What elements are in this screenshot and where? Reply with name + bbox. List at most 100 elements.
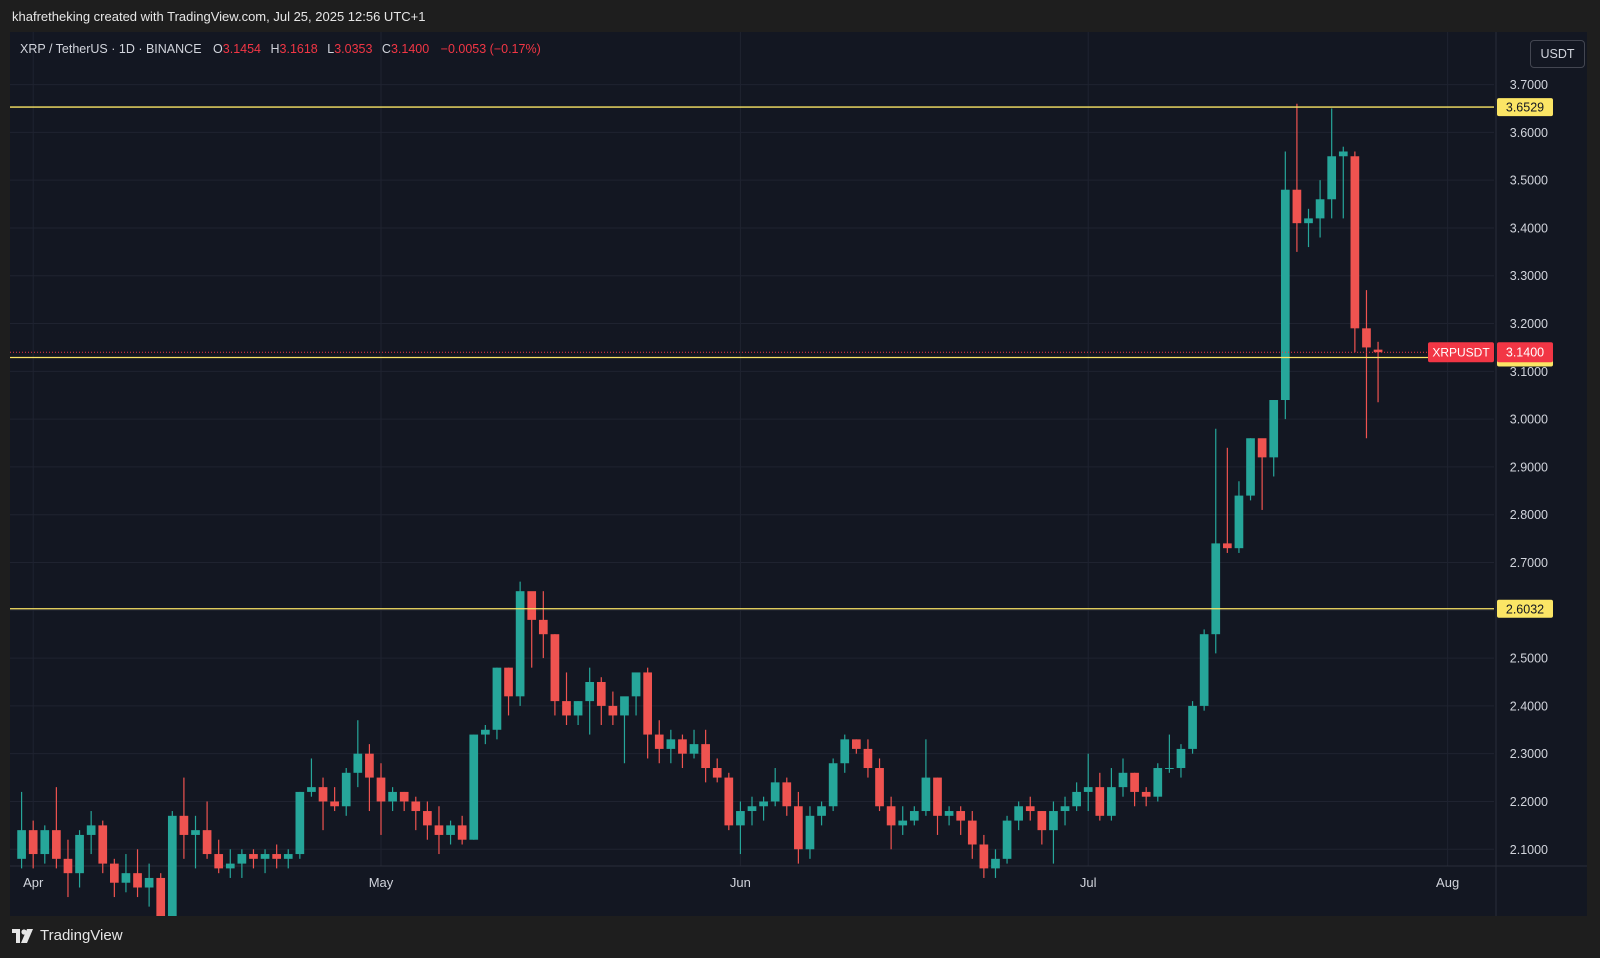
y-tick-label: 3.3000: [1510, 269, 1548, 283]
candle-body: [1234, 495, 1244, 549]
candle-body: [1292, 189, 1302, 224]
candle-body: [388, 791, 397, 802]
candle-body: [283, 854, 293, 859]
candle-body: [260, 854, 270, 859]
high-label: H: [270, 42, 280, 56]
candle-body: [1176, 748, 1186, 769]
candle-body: [678, 739, 687, 754]
change-value: −0.0053 (−0.17%): [440, 42, 541, 56]
candle-body: [898, 820, 908, 826]
candle-body: [1222, 543, 1232, 549]
candle-body: [828, 763, 838, 807]
candle-body: [17, 830, 26, 859]
candle-body: [1014, 806, 1024, 821]
candle-body: [886, 806, 896, 826]
y-tick-label: 2.4000: [1510, 699, 1548, 713]
candle-body: [1338, 151, 1348, 157]
candle-body: [1153, 768, 1163, 797]
x-tick-label: Aug: [1436, 875, 1459, 890]
y-tick-label: 2.7000: [1510, 556, 1548, 570]
x-tick-label: Apr: [23, 875, 44, 890]
candle-body: [515, 591, 525, 697]
candle-body: [701, 744, 710, 769]
candle-body: [805, 815, 815, 850]
chart-area[interactable]: 3.7000 3.6000 3.5000 3.4000 3.3000 3.2000 3.10…: [10, 32, 1587, 916]
level-price-label: 2.6032: [1506, 602, 1544, 616]
candle-body: [712, 768, 722, 778]
candle-body: [991, 858, 1000, 869]
candle-body: [411, 801, 421, 812]
candle-body: [967, 820, 977, 845]
y-tick-label: 3.1000: [1510, 365, 1548, 379]
last-price-label: 3.1400: [1506, 346, 1544, 360]
high-value: 3.1618: [279, 42, 318, 56]
close-value: 3.1400: [390, 42, 430, 56]
candle-body: [1315, 199, 1325, 219]
open-value: 3.1454: [222, 42, 261, 56]
candle-body: [1025, 806, 1035, 812]
candle-body: [620, 696, 629, 716]
creator-text: khafretheking created with TradingView.c…: [12, 9, 426, 24]
tradingview-logo-icon: [12, 928, 33, 943]
candle-body: [376, 777, 386, 802]
candle-body: [747, 806, 757, 812]
candle-body: [736, 811, 745, 826]
candle-body: [1060, 806, 1070, 812]
level-price-tag: [1497, 599, 1553, 618]
candle-body: [434, 825, 444, 835]
candle-body: [1165, 768, 1174, 770]
candle-body: [1373, 349, 1383, 353]
candle-body: [295, 791, 305, 855]
candle-body: [191, 830, 200, 835]
tradingview-brand[interactable]: TradingView: [12, 927, 123, 944]
candle-body: [1072, 791, 1081, 807]
candle-body: [156, 877, 166, 916]
candle-body: [1257, 438, 1267, 458]
x-tick-label: Jul: [1080, 875, 1097, 890]
candle-body: [1095, 787, 1105, 816]
candle-body: [1083, 787, 1093, 792]
candle-body: [550, 634, 560, 702]
y-tick-label: 3.0000: [1510, 413, 1548, 427]
candle-body: [631, 672, 641, 697]
candle-body: [86, 825, 96, 835]
candle-body: [538, 619, 548, 635]
price-chart[interactable]: 3.7000 3.6000 3.5000 3.4000 3.3000 3.2000 3.10…: [10, 32, 1587, 916]
candle-body: [1269, 400, 1279, 458]
candle-body: [249, 854, 258, 859]
candle-body: [863, 748, 873, 769]
candle-body: [1037, 811, 1047, 831]
candle-body: [585, 681, 595, 702]
candle-body: [654, 734, 664, 749]
candle-body: [817, 806, 826, 816]
quote-currency-button[interactable]: USDT: [1530, 40, 1585, 68]
candle-body: [121, 873, 131, 883]
y-tick-label: 3.7000: [1510, 78, 1548, 92]
y-tick-label: 2.3000: [1510, 747, 1548, 761]
candle-body: [596, 681, 606, 706]
candle-body: [1002, 820, 1012, 859]
candle-body: [666, 739, 676, 749]
candle-body: [28, 830, 38, 855]
candle-body: [202, 830, 212, 855]
candle-body: [492, 667, 502, 730]
symbol-tag: [1428, 342, 1494, 363]
low-label: L: [327, 42, 335, 56]
candle-body: [144, 877, 154, 888]
chart-background: [10, 32, 1587, 916]
candle-body: [933, 777, 942, 816]
candle-body: [782, 782, 792, 807]
attribution-bar: khafretheking created with TradingView.c…: [0, 0, 1600, 32]
candle-body: [1246, 438, 1255, 496]
candle-body: [979, 844, 989, 869]
candle-body: [562, 701, 571, 716]
candle-body: [1107, 787, 1116, 816]
candle-body: [98, 825, 108, 864]
candle-body: [365, 753, 374, 778]
candle-body: [167, 815, 177, 916]
candle-body: [1350, 156, 1360, 329]
candle-body: [956, 811, 966, 821]
candle-body: [1049, 811, 1058, 831]
candle-body: [944, 811, 954, 816]
candle-body: [353, 753, 363, 773]
